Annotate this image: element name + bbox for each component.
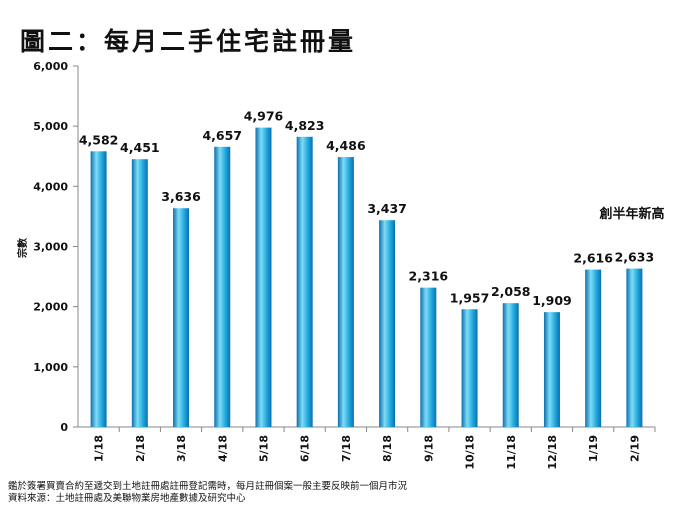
bar-1-18 xyxy=(90,151,107,427)
y-tick-label: 3,000 xyxy=(33,241,68,254)
bar-8-18 xyxy=(379,220,396,427)
bar-9-18 xyxy=(420,287,437,427)
bar-1-19 xyxy=(585,269,602,427)
x-tick-label: 5/18 xyxy=(257,435,270,462)
y-tick-label: 4,000 xyxy=(33,180,68,193)
y-tick-label: 6,000 xyxy=(33,60,68,73)
data-label: 2,058 xyxy=(491,284,531,299)
y-tick-label: 5,000 xyxy=(33,120,68,133)
bar-6-18 xyxy=(296,136,313,427)
x-tick-label: 2/19 xyxy=(628,435,641,462)
chart-title: 圖二：每月二手住宅註冊量 xyxy=(20,27,357,56)
data-label: 1,909 xyxy=(532,293,572,308)
bar-12-18 xyxy=(543,312,560,427)
data-label: 4,976 xyxy=(244,109,284,124)
y-tick-label: 2,000 xyxy=(33,301,68,314)
footnote-registration: 鑑於簽署買賣合約至遞交到土地註冊處註冊登記需時，每月註冊個案一般主要反映前一個月… xyxy=(8,481,408,492)
data-label: 2,633 xyxy=(615,250,655,265)
data-label: 4,582 xyxy=(79,132,119,147)
y-axis-label: 宗數 xyxy=(16,238,29,258)
bar-7-18 xyxy=(337,157,354,427)
x-tick-label: 9/18 xyxy=(422,435,435,462)
bar-11-18 xyxy=(502,303,519,427)
x-tick-label: 12/18 xyxy=(546,435,559,470)
x-tick-label: 10/18 xyxy=(464,435,477,470)
x-tick-label: 4/18 xyxy=(216,435,229,462)
data-label: 4,451 xyxy=(120,140,160,155)
x-tick-label: 3/18 xyxy=(175,435,188,462)
x-tick-label: 7/18 xyxy=(340,435,353,462)
data-label: 4,486 xyxy=(326,138,366,153)
data-label: 4,823 xyxy=(285,118,325,133)
bar-3-18 xyxy=(173,208,190,427)
x-tick-label: 11/18 xyxy=(505,435,518,470)
x-tick-label: 1/19 xyxy=(587,435,600,462)
bar-2-19 xyxy=(626,268,643,427)
data-label: 2,616 xyxy=(573,251,613,266)
bar-5-18 xyxy=(255,127,272,428)
y-tick-label: 0 xyxy=(60,421,68,434)
data-label: 4,657 xyxy=(202,128,242,143)
annotation-half-year-high: 創半年新高 xyxy=(598,206,664,222)
footnotes: 鑑於簽署買賣合約至遞交到土地註冊處註冊登記需時，每月註冊個案一般主要反映前一個月… xyxy=(8,481,407,505)
x-tick-label: 2/18 xyxy=(134,435,147,462)
bar-2-18 xyxy=(131,159,148,427)
data-label: 3,437 xyxy=(367,201,407,216)
x-tick-label: 8/18 xyxy=(381,435,394,462)
footnote-source: 資料來源：土地註冊處及美聯物業房地產數據及研究中心 xyxy=(8,493,246,504)
data-label: 1,957 xyxy=(450,290,490,305)
data-label: 3,636 xyxy=(161,189,201,204)
x-tick-label: 1/18 xyxy=(93,435,106,462)
data-label: 2,316 xyxy=(409,269,449,284)
x-tick-label: 6/18 xyxy=(299,435,312,462)
y-tick-label: 1,000 xyxy=(33,361,68,374)
bar-10-18 xyxy=(461,309,478,427)
bar-4-18 xyxy=(214,146,231,427)
